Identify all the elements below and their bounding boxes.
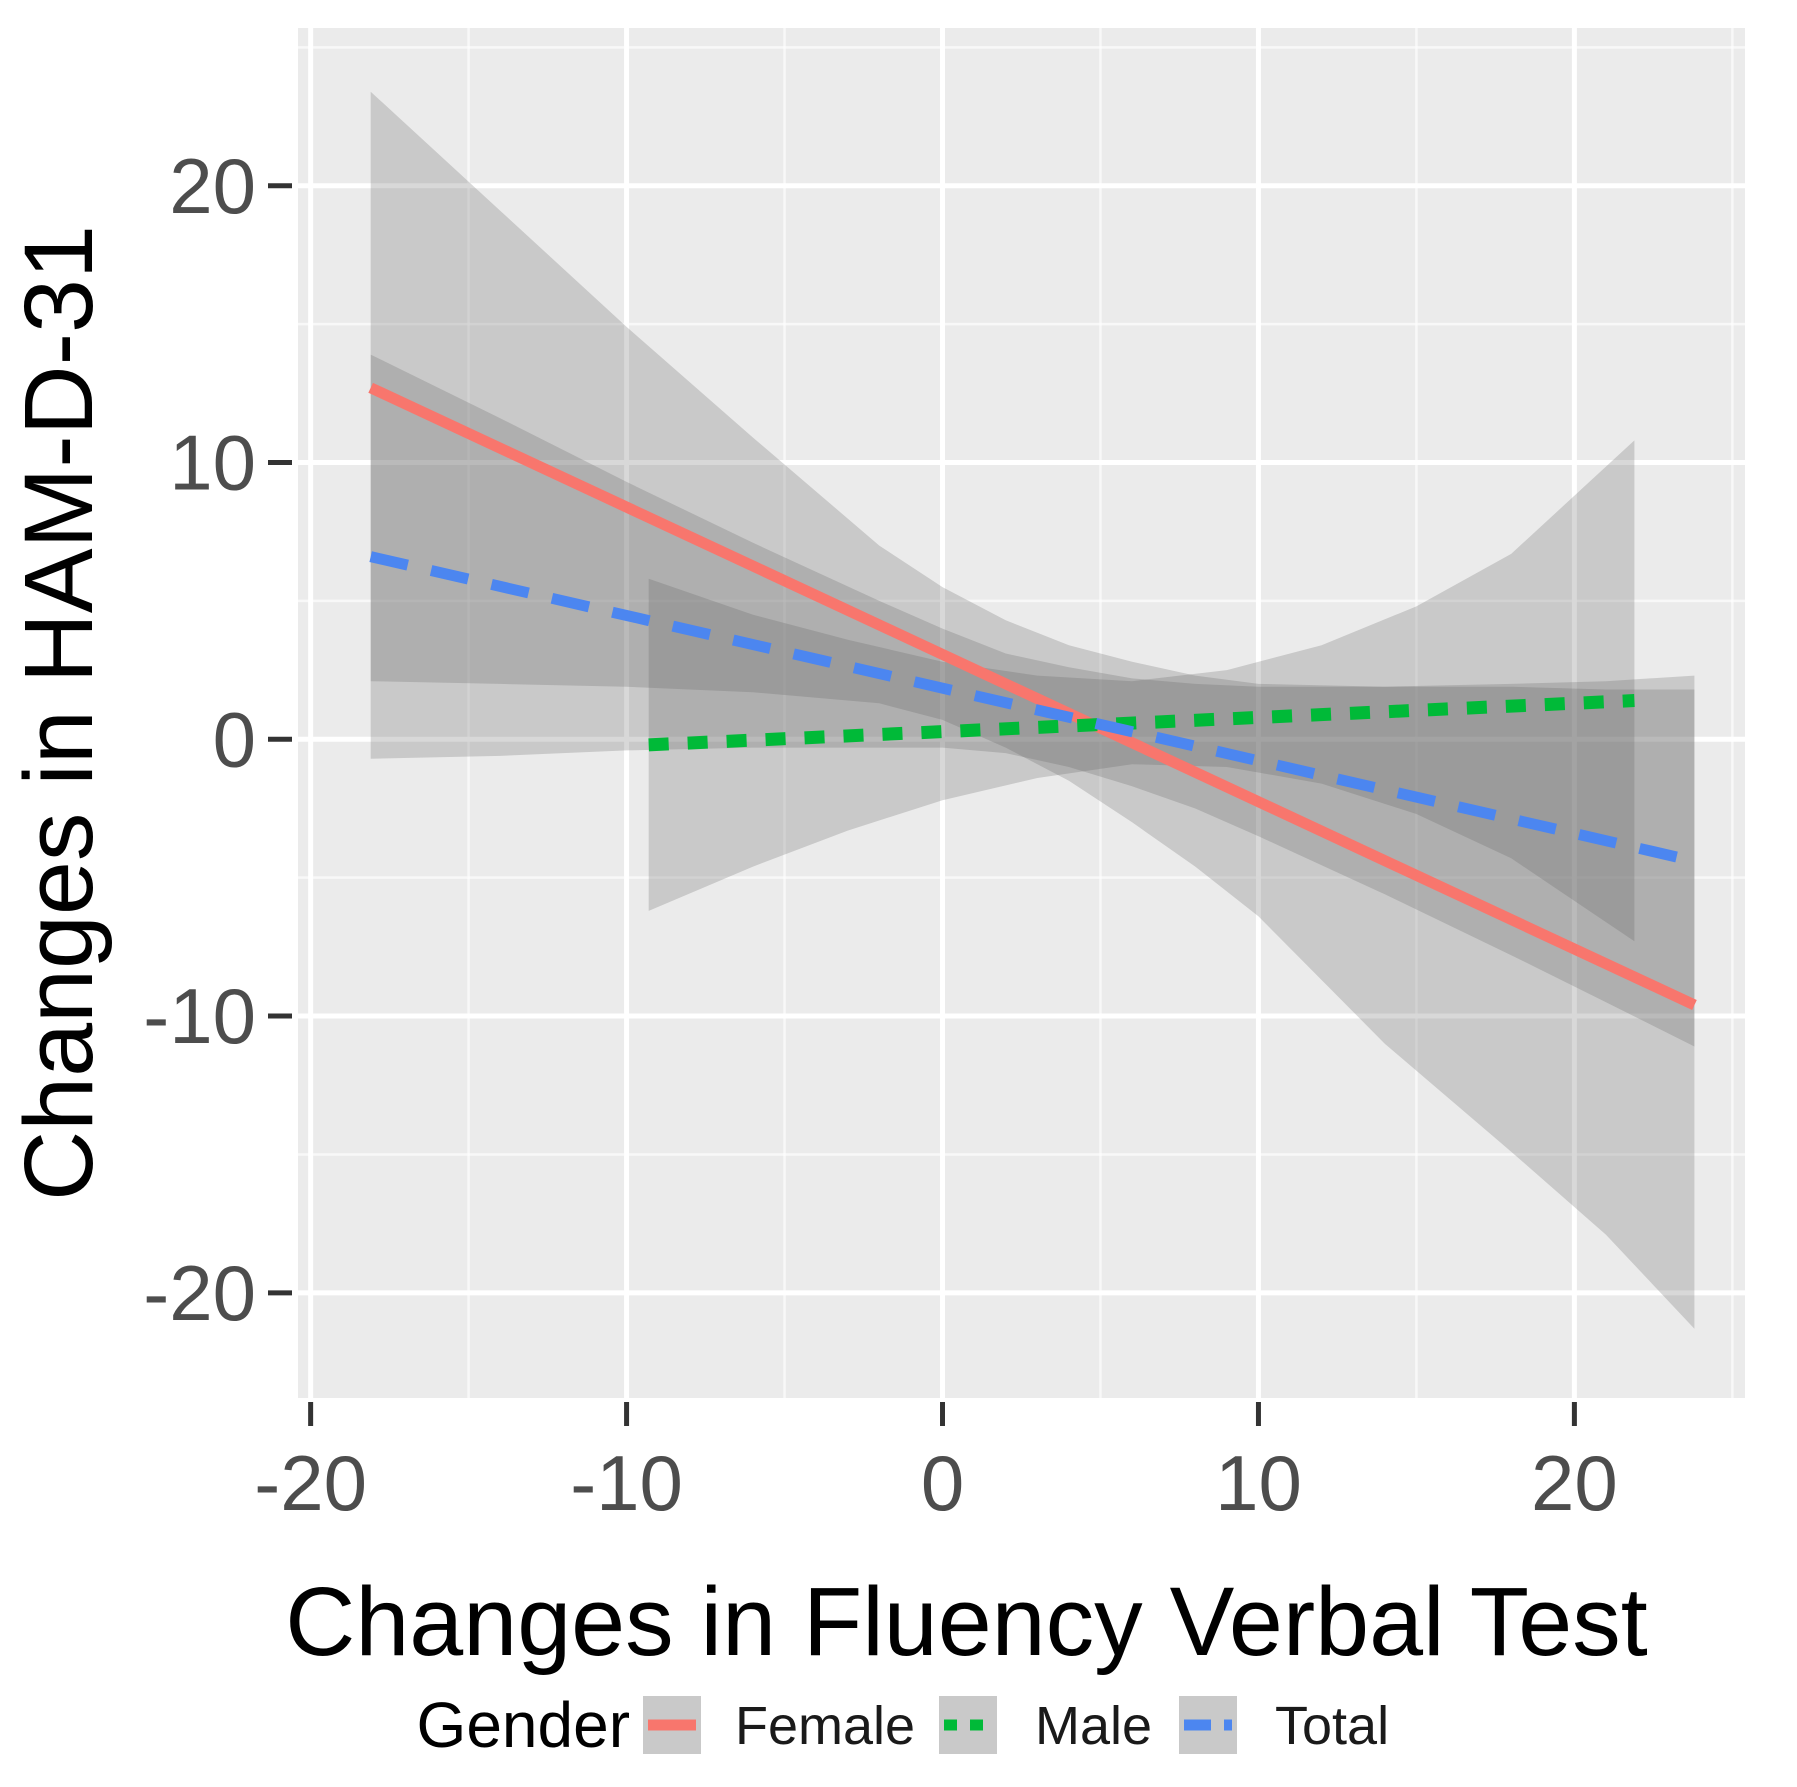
y-tick-label-0: -20 [143,1249,256,1337]
male-regression-line [648,694,1635,752]
legend-label-female: Female [735,1696,915,1756]
x-tick-label-1: -10 [570,1439,683,1527]
total-regression-line [369,551,1696,867]
female-ci-ribbon [370,91,1695,1329]
regression-lines [368,382,1697,1010]
legend: Gender Female Male Total [417,1689,1390,1761]
female-regression-line [368,382,1697,1010]
x-tick-label-3: 10 [1215,1439,1302,1527]
x-tick-label-0: -20 [254,1439,367,1527]
plot-panel [298,28,1745,1398]
x-tick-label-4: 20 [1531,1439,1618,1527]
male-ci-ribbon [648,440,1635,942]
y-tick-label-3: 10 [169,419,256,507]
x-tick-label-2: 0 [921,1439,964,1527]
y-tick-label-2: 0 [213,695,256,783]
y-tick-label-4: 20 [169,142,256,230]
legend-label-total: Total [1275,1696,1389,1756]
gridlines [298,28,1745,1398]
y-axis-title: Changes in HAM-D-31 [4,225,113,1201]
legend-title: Gender [417,1689,630,1761]
legend-label-male: Male [1035,1696,1152,1756]
y-tick-label-1: -10 [143,972,256,1060]
x-axis-title: Changes in Fluency Verbal Test [285,1567,1647,1676]
axes: -20 -10 0 10 20 -20 -10 0 10 20 [143,142,1618,1527]
